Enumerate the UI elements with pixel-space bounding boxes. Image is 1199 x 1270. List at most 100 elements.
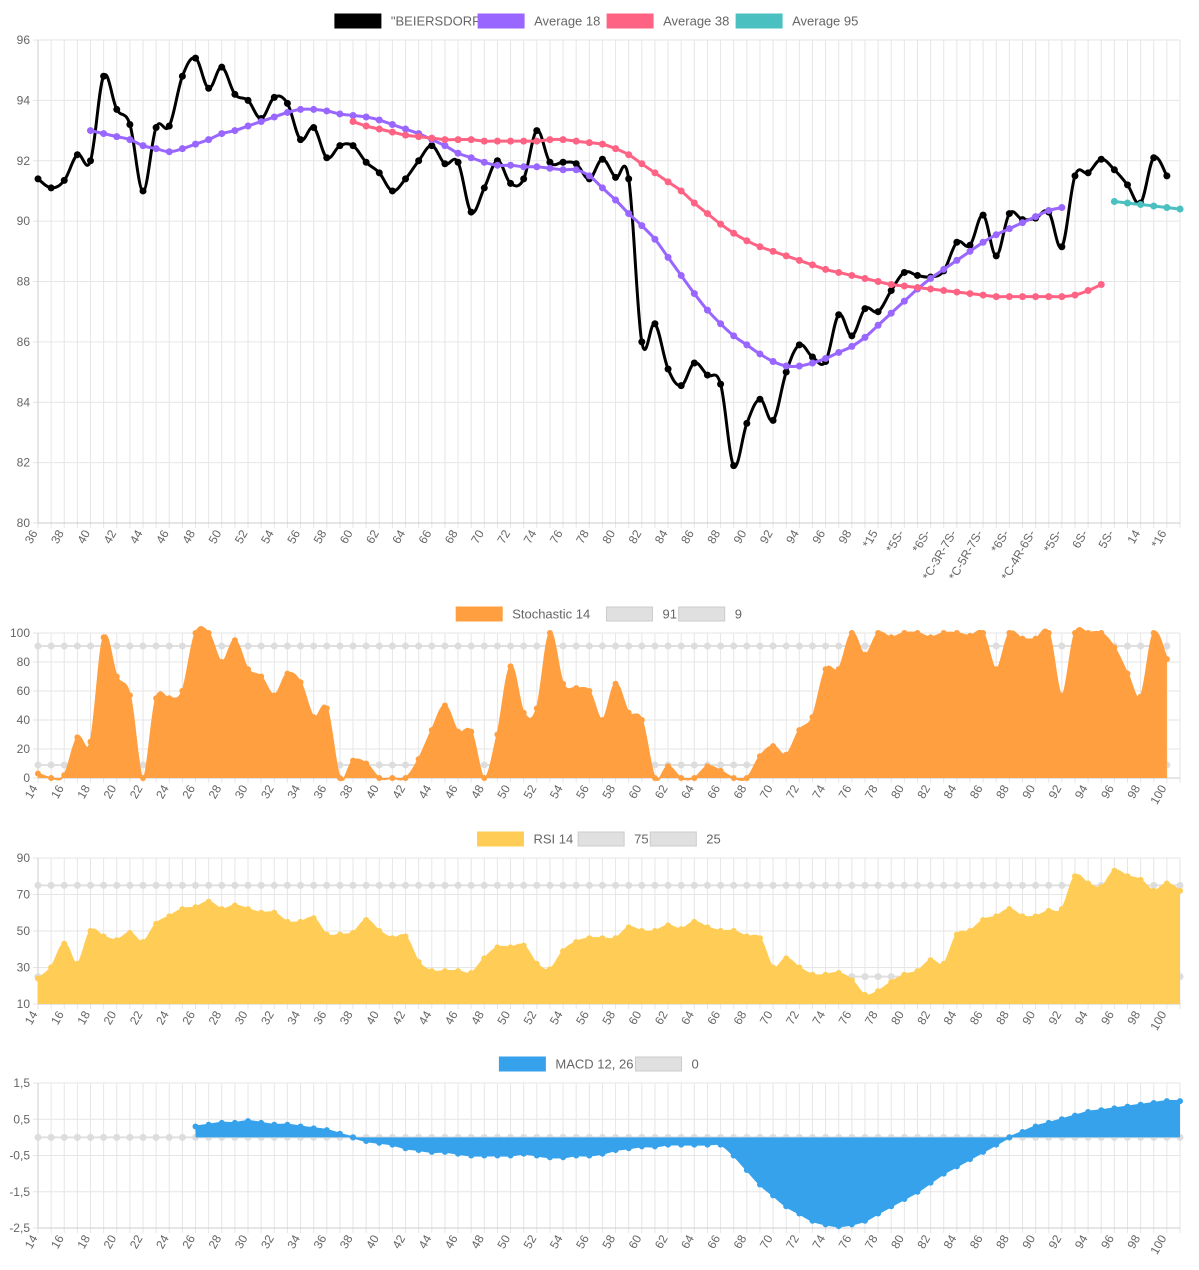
data-point <box>690 290 698 298</box>
data-point <box>888 634 895 641</box>
x-tick-label: 76 <box>547 527 566 546</box>
legend[interactable]: RSI 14 75 25 <box>477 831 721 847</box>
data-point <box>1032 913 1039 920</box>
data-point <box>704 1141 711 1148</box>
legend[interactable]: MACD 12, 26 0 <box>498 1056 699 1072</box>
data-point <box>533 960 540 967</box>
x-tick-label: 20 <box>101 1232 120 1251</box>
legend-item[interactable]: 9 <box>678 606 742 622</box>
reference-point <box>231 881 239 889</box>
legend[interactable]: Stochastic 14 91 9 <box>455 606 742 622</box>
data-point <box>796 727 803 734</box>
data-point <box>1006 906 1013 913</box>
reference-point <box>34 1133 42 1141</box>
data-point <box>402 775 409 781</box>
x-tick-label: 40 <box>363 1232 382 1251</box>
x-tick-label: 62 <box>652 1008 671 1027</box>
legend-item[interactable]: RSI 14 <box>477 831 574 847</box>
x-tick-label: 32 <box>258 1232 277 1251</box>
legend-swatch <box>455 606 503 622</box>
data-point <box>493 161 501 169</box>
x-tick-label: 98 <box>1124 1232 1143 1251</box>
data-point <box>100 634 107 641</box>
data-point <box>703 371 711 379</box>
legend-item[interactable]: 25 <box>649 831 721 847</box>
data-point <box>1084 169 1092 177</box>
data-point <box>454 149 462 157</box>
legend-item[interactable]: 91 <box>606 606 677 622</box>
data-point <box>1018 293 1026 301</box>
y-tick-label: -1,5 <box>9 1185 30 1199</box>
data-point <box>257 118 265 126</box>
reference-point <box>205 881 213 889</box>
x-tick-label: 36 <box>311 1008 330 1027</box>
data-point <box>743 419 751 427</box>
x-tick-label: 64 <box>389 527 408 546</box>
data-point <box>245 1118 252 1125</box>
data-point <box>166 913 173 920</box>
x-tick-label: 78 <box>862 1008 881 1027</box>
y-tick-label: 70 <box>17 888 31 902</box>
legend-item[interactable]: 75 <box>577 831 649 847</box>
reference-point <box>402 761 410 769</box>
data-point <box>100 130 108 138</box>
x-tick-label: 44 <box>127 527 146 546</box>
data-point <box>297 679 304 686</box>
legend-item[interactable]: MACD 12, 26 <box>498 1056 633 1072</box>
x-tick-label: *6S- <box>988 527 1012 554</box>
x-tick-label: 80 <box>888 1008 907 1027</box>
series-line <box>352 120 1102 299</box>
data-point <box>1150 202 1158 210</box>
reference-point <box>165 1133 173 1141</box>
data-point <box>730 775 737 781</box>
data-point <box>415 157 423 165</box>
reference-point <box>1032 881 1040 889</box>
reference-point <box>126 1133 134 1141</box>
reference-point <box>625 642 633 650</box>
data-point <box>559 166 567 174</box>
data-point <box>1177 1098 1183 1105</box>
reference-point <box>585 881 593 889</box>
x-tick-label: 48 <box>468 1232 487 1251</box>
legend-item[interactable]: "BEIERSDORF" <box>334 13 485 29</box>
x-tick-label: 44 <box>416 1232 435 1251</box>
data-point <box>900 297 908 305</box>
data-point <box>1123 181 1131 189</box>
data-point <box>835 666 842 673</box>
data-point <box>940 630 947 636</box>
reference-point <box>730 642 738 650</box>
reference-point <box>428 881 436 889</box>
data-point <box>992 231 1000 239</box>
legend-label: Stochastic 14 <box>512 607 590 622</box>
y-tick-label: 20 <box>17 742 31 756</box>
legend-swatch <box>477 831 524 847</box>
data-point <box>1137 876 1144 883</box>
data-point <box>625 151 633 159</box>
data-point <box>743 775 750 781</box>
data-point <box>664 365 672 373</box>
data-point <box>441 702 448 709</box>
data-point <box>126 136 134 144</box>
reference-point <box>900 881 908 889</box>
legend[interactable]: "BEIERSDORF" Average 18 Average 38 Average … <box>334 13 858 29</box>
data-point <box>244 96 252 104</box>
reference-point <box>808 642 816 650</box>
legend-item[interactable]: 0 <box>635 1056 699 1072</box>
reference-point <box>743 761 751 769</box>
legend-item[interactable]: Average 38 <box>606 13 729 29</box>
data-point <box>480 158 488 166</box>
reference-point <box>428 642 436 650</box>
legend-item[interactable]: Stochastic 14 <box>455 606 590 622</box>
x-tick-label: 64 <box>678 782 697 801</box>
data-point <box>481 1152 488 1159</box>
legend-item[interactable]: Average 95 <box>735 13 858 29</box>
data-point <box>468 969 475 976</box>
reference-point <box>953 881 961 889</box>
reference-point <box>730 881 738 889</box>
reference-point <box>559 642 567 650</box>
data-point <box>61 772 68 779</box>
data-point <box>993 666 1000 673</box>
y-tick-label: 92 <box>17 154 31 168</box>
legend-item[interactable]: Average 18 <box>477 13 600 29</box>
data-point <box>979 238 987 246</box>
